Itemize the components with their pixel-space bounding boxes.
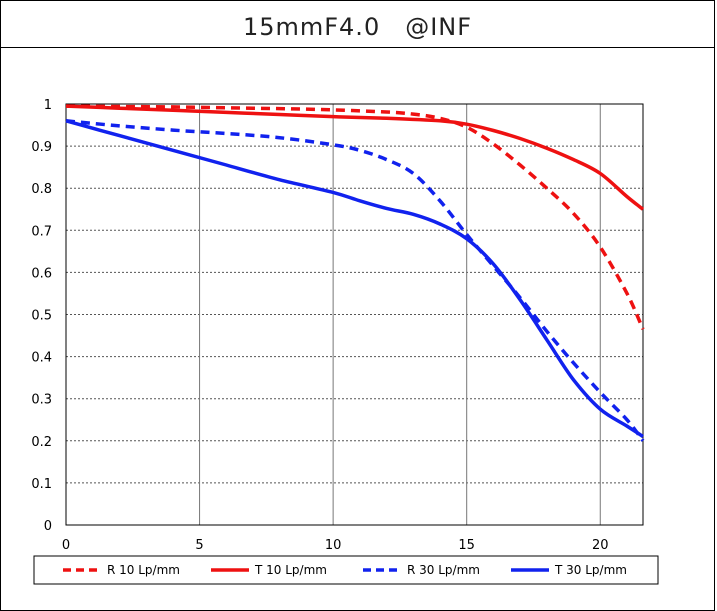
plot-box: 0 0.1 0.2 0.3 0.4 0.5 0.6 0.7 0.8 0.9 1 0 5 10 15 20 R 1… — [0, 47, 715, 611]
series-line-t-30-lp-mm — [65, 119, 644, 439]
legend-box — [33, 555, 659, 585]
x-tick-label: 10 — [325, 538, 342, 553]
y-tick-label: 1 — [44, 98, 52, 113]
legend-label-r-30-lp-mm: R 30 Lp/mm — [407, 563, 480, 577]
y-tick-label: 0.2 — [31, 435, 52, 450]
series-line-r-30-lp-mm — [65, 119, 645, 442]
y-tick-label: 0.8 — [31, 182, 52, 197]
legend-label-t-30-lp-mm: T 30 Lp/mm — [554, 563, 627, 577]
legend-label-t-10-lp-mm: T 10 Lp/mm — [254, 563, 327, 577]
mtf-chart: 00.10.20.30.40.50.60.70.80.910 5 10 15 20R 1… — [31, 98, 659, 585]
y-tick-label: 0 — [44, 519, 52, 534]
title-box: 15mmF4.0 @INF — [0, 0, 715, 48]
series-line-t-10-lp-mm — [65, 104, 645, 211]
y-tick-label: 0.4 — [31, 351, 52, 366]
x-tick-label: 15 — [458, 538, 475, 553]
x-tick-label: 20 — [592, 538, 609, 553]
plot-area-border — [65, 103, 644, 526]
legend-label-r-10-lp-mm: R 10 Lp/mm — [107, 563, 180, 577]
x-tick-label: 5 — [195, 538, 203, 553]
y-tick-label: 0.1 — [31, 477, 52, 492]
y-tick-label: 0.5 — [31, 309, 52, 324]
y-tick-label: 0.9 — [31, 140, 52, 155]
y-tick-label: 0.3 — [31, 393, 52, 408]
x-tick-label: 0 — [62, 538, 70, 553]
series-line-r-10-lp-mm — [65, 104, 645, 330]
y-tick-label: 0.6 — [31, 266, 52, 281]
chart-title: 15mmF4.0 @INF — [242, 12, 473, 41]
y-tick-label: 0.7 — [31, 224, 52, 239]
